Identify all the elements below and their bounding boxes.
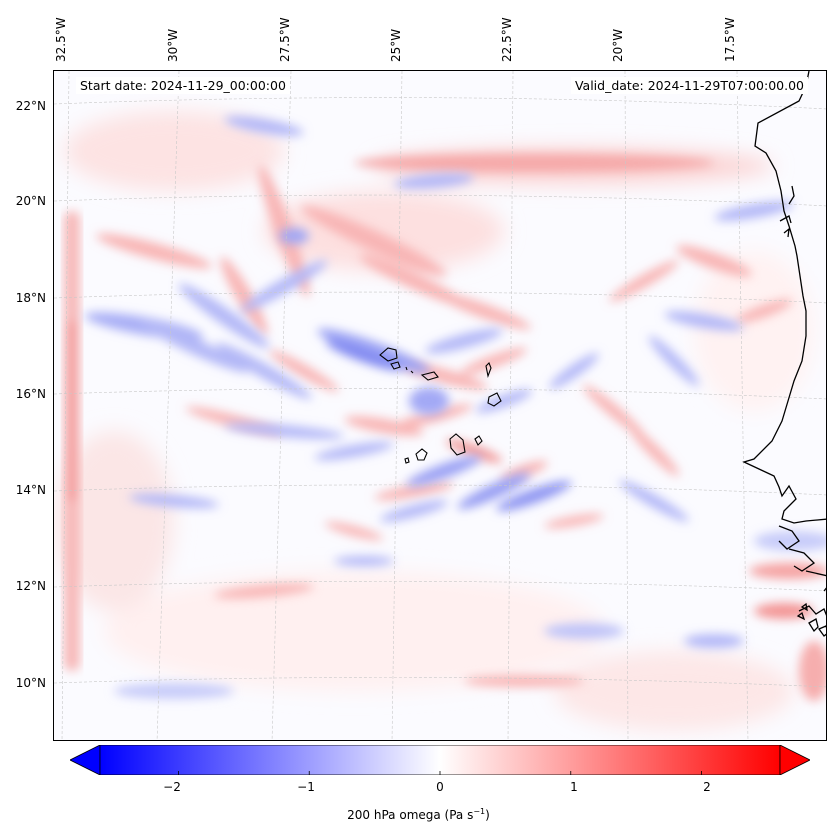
colorbar-ticks	[178, 771, 702, 775]
lon-label-20W: 20°W	[611, 28, 625, 62]
colorbar-svg	[69, 744, 811, 776]
colorbar-extend-low	[69, 744, 101, 776]
colorbar	[69, 744, 811, 776]
colorbar-tick-neg2: −2	[163, 780, 181, 794]
colorbar-title-prefix: 200 hPa omega (Pa s	[347, 808, 474, 822]
omega-field-map	[54, 71, 826, 740]
lon-label-25W: 25°W	[389, 28, 403, 62]
cape-verde-islands	[379, 347, 502, 464]
lon-label-22.5W: 22.5°W	[500, 17, 514, 62]
lon-label-17.5W: 17.5°W	[723, 17, 737, 62]
lat-label-16N: 16°N	[15, 387, 46, 401]
colorbar-tick-0: 0	[436, 780, 444, 794]
lat-label-18N: 18°N	[15, 291, 46, 305]
lon-label-30W: 30°W	[166, 28, 180, 62]
lat-label-20N: 20°N	[15, 194, 46, 208]
start-date-label: Start date: 2024-11-29_00:00:00	[76, 77, 290, 94]
lat-label-22N: 22°N	[15, 99, 46, 113]
field-blue-streaks	[84, 116, 826, 699]
colorbar-gradient	[99, 744, 781, 776]
map-panel[interactable]: Start date: 2024-11-29_00:00:00 Valid_da…	[53, 70, 827, 741]
colorbar-title-suffix: )	[485, 808, 490, 822]
lon-label-27.5W: 27.5°W	[278, 17, 292, 62]
lat-label-14N: 14°N	[15, 483, 46, 497]
colorbar-title-exponent: −1	[473, 807, 486, 816]
lat-label-10N: 10°N	[15, 676, 46, 690]
lon-label-32.5W: 32.5°W	[54, 17, 68, 62]
colorbar-tick-1: 1	[570, 780, 578, 794]
valid-date-label: Valid_date: 2024-11-29T07:00:00.00	[570, 77, 808, 94]
colorbar-tick-neg1: −1	[297, 780, 315, 794]
field-red-streaks	[96, 154, 826, 701]
field-west-red-band	[64, 211, 80, 671]
colorbar-title: 200 hPa omega (Pa s−1)	[0, 807, 837, 822]
colorbar-extend-high	[779, 744, 811, 776]
gridlines	[54, 71, 826, 740]
lat-label-12N: 12°N	[15, 579, 46, 593]
colorbar-tick-2: 2	[703, 780, 711, 794]
africa-coastline	[742, 71, 826, 637]
